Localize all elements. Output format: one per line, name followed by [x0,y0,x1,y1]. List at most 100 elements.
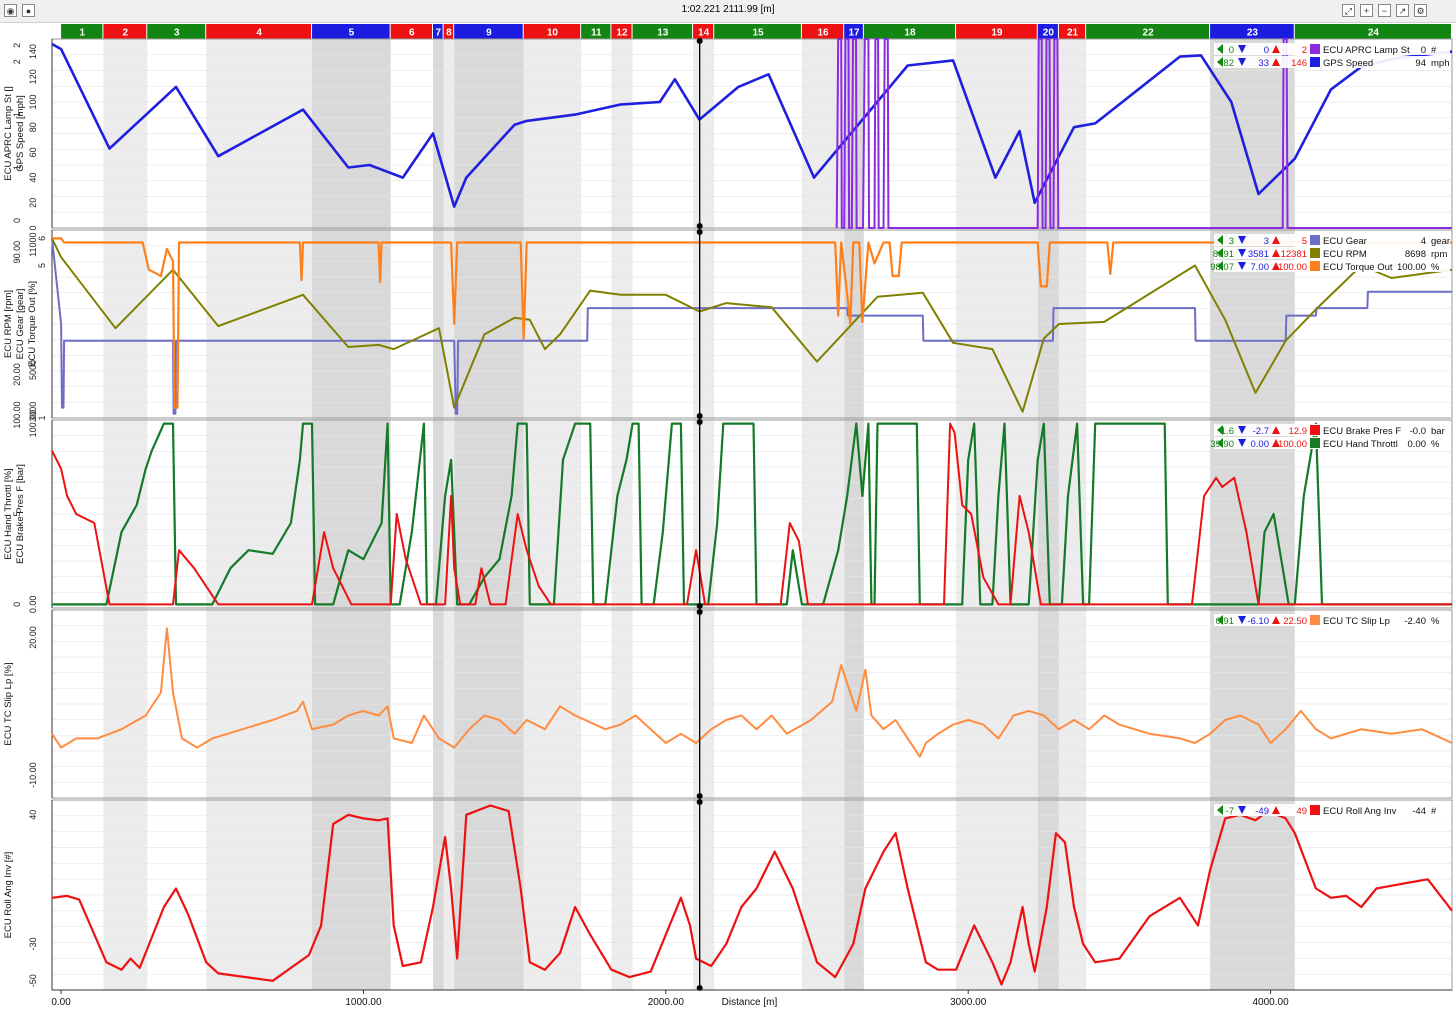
segment-9 [454,24,523,39]
series-ecu-tc-slip-lp [51,627,1453,758]
segment-7 [432,24,443,39]
segment-label-10: 10 [547,28,559,39]
legend-min-value: -49 [1255,806,1269,817]
series-gps-speed [51,42,1453,208]
segment-label-21: 21 [1067,28,1079,39]
y-tick-label: 3000 [28,402,38,422]
legend-cursor-value: -44 [1412,806,1426,817]
telemetry-chart[interactable]: 1 2 3 4 5 6 7 8 9 10 11 12 13 14 15 16 17 18 19 20 21 22 23 240… [0,22,1456,1010]
left-arrow-icon [1217,425,1223,435]
y-axis-label: ECU Torque Out [%] [27,281,38,367]
max-arrow-icon [1272,806,1280,814]
y-tick-label: 0 [12,602,22,607]
cursor-marker [696,609,703,615]
legend-cursor-value: -2.40 [1404,616,1426,627]
legend-cursor-value: 94 [1415,58,1426,69]
legend-max-value: 5 [1302,236,1307,247]
y-tick-label: 6 [37,236,47,241]
y-tick-label: 20 [28,198,38,208]
legend-cursor-value: -0.0 [1410,426,1426,437]
segment-20 [1037,24,1058,39]
series-ecu-brake-pres-f [51,422,1452,606]
legend-max-value: 49 [1296,806,1307,817]
y-tick-label: 11000 [28,232,38,256]
stop-icon[interactable]: ● [22,4,35,17]
segment-4 [206,24,312,39]
legend-series-name: ECU TC Slip Lp [1323,616,1390,627]
left-arrow-icon [1217,57,1223,67]
x-tick-label: 3000.00 [950,997,987,1008]
y-tick-label: 5 [37,263,47,268]
y-tick-label: 100.00 [28,410,38,438]
segment-label-2: 2 [123,28,129,39]
legend-swatch [1310,438,1320,448]
segment-label-9: 9 [486,28,492,39]
segment-label-7: 7 [436,28,442,39]
max-arrow-icon [1272,439,1280,447]
y-tick-label: 20.00 [28,626,38,649]
y-axis-label: GPS Speed [mph] [15,95,26,172]
legend-unit: mph [1431,58,1449,69]
cursor-marker [696,223,703,229]
left-arrow-icon [1217,248,1223,258]
legend-max-value: 22.50 [1283,616,1307,627]
legend-cursor-value: 8698 [1405,249,1426,260]
zoom-fit-icon[interactable]: ⤢ [1342,4,1355,17]
min-arrow-icon [1238,439,1246,447]
left-arrow-icon [1217,44,1223,54]
segment-label-1: 1 [79,28,85,39]
y-tick-label: 1 [37,415,47,420]
legend-series-name: ECU APRC Lamp St [1323,45,1410,56]
x-tick-label: 2000.00 [648,997,685,1008]
legend-unit: rpm [1431,249,1447,260]
y-axis-label: ECU Roll Ang Inv [#] [3,852,14,939]
y-tick-label: -50 [28,974,38,987]
min-arrow-icon [1238,236,1246,244]
y-tick-label: 1 [12,112,22,117]
zoom-in-icon[interactable]: + [1360,4,1373,17]
legend-min-value: 0 [1264,45,1269,56]
segment-14 [693,24,714,39]
segment-label-3: 3 [174,28,180,39]
settings-icon[interactable]: ⚙ [1414,4,1427,17]
legend-series-name: ECU Torque Out [1323,262,1393,273]
y-tick-label: 2 [12,43,22,48]
cursor-marker [696,38,703,44]
segment-label-14: 14 [698,28,710,39]
min-arrow-icon [1238,806,1246,814]
y-tick-label: 0.00 [12,401,22,419]
legend-left-value: -7 [1226,806,1234,817]
series-ecu-aprc-lamp-st [835,38,1452,229]
measure-icon[interactable]: ↗ [1396,4,1409,17]
legend-left-value: 1.6 [1221,426,1234,437]
segment-19 [956,24,1037,39]
x-tick-label: 0.00 [51,997,71,1008]
legend-series-name: ECU Hand Throttl [1323,439,1398,450]
y-tick-label: 0 [28,225,38,230]
legend-max-value: 12.9 [1289,426,1308,437]
series-ecu-gear [51,238,1452,415]
segment-22 [1086,24,1210,39]
segment-label-24: 24 [1368,28,1380,39]
shading-band-4 [443,39,455,990]
legend-swatch [1310,425,1320,435]
y-axis-label: ECU Gear [gear] [15,289,26,360]
record-icon[interactable]: ◉ [4,4,17,17]
segment-label-23: 23 [1247,28,1259,39]
y-tick-label: 100 [28,94,38,109]
cursor-marker [696,603,703,609]
legend-min-value: 0.00 [1251,439,1270,450]
window-title: 1:02.221 2111.99 [m] [681,4,775,15]
legend-unit: % [1431,439,1440,450]
legend-min-value: 3 [1264,236,1269,247]
zoom-out-icon[interactable]: − [1378,4,1391,17]
segment-15 [714,24,801,39]
segment-12 [611,24,632,39]
legend-unit: % [1431,262,1440,273]
x-tick-label: 4000.00 [1252,997,1289,1008]
segment-label-16: 16 [817,28,829,39]
cursor-marker [696,419,703,425]
y-tick-label: -10.00 [28,762,38,788]
legend-left-value: 0.91 [1216,616,1235,627]
max-arrow-icon [1272,262,1280,270]
